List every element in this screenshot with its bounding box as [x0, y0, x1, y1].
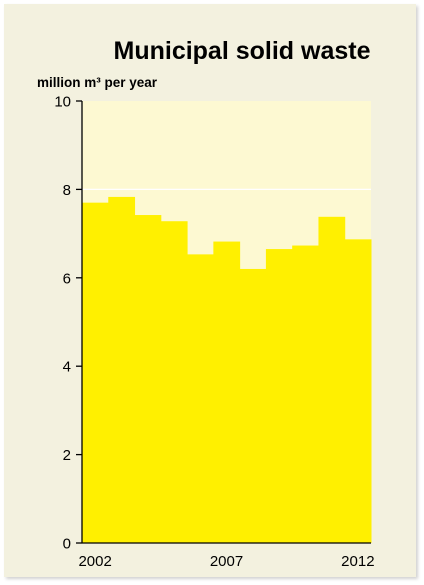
chart-title: Municipal solid waste	[114, 37, 371, 65]
y-tick-label-0: 0	[63, 536, 71, 553]
y-tick-label-10: 10	[54, 94, 71, 111]
y-tick-label-2: 2	[63, 447, 71, 464]
bar-2005	[160, 221, 188, 543]
bars	[82, 196, 372, 543]
bar-2004	[134, 215, 162, 543]
bar-2011	[318, 216, 346, 543]
bar-2008	[239, 268, 267, 543]
y-axis-label: million m³ per year	[37, 75, 158, 90]
bar-2010	[292, 245, 319, 543]
bar-2009	[265, 249, 293, 543]
bar-2007	[213, 241, 241, 543]
x-tick-label-2002: 2002	[78, 553, 111, 570]
x-tick-label-2012: 2012	[341, 553, 374, 570]
chart-panel: Municipal solid waste million m³ per yea…	[4, 4, 416, 577]
bar-2006	[187, 254, 214, 543]
bar-2003	[108, 196, 136, 543]
y-tick-label-8: 8	[63, 182, 71, 199]
x-axis: 2002 2007 2012	[78, 542, 375, 570]
y-axis: 0 2 4 6 8 10	[54, 94, 83, 553]
bar-2002	[82, 202, 109, 543]
bar-chart: Municipal solid waste million m³ per yea…	[37, 37, 375, 570]
y-tick-label-6: 6	[63, 270, 71, 287]
bar-2012	[344, 239, 372, 543]
x-tick-label-2007: 2007	[210, 553, 243, 570]
y-tick-label-4: 4	[63, 359, 71, 376]
